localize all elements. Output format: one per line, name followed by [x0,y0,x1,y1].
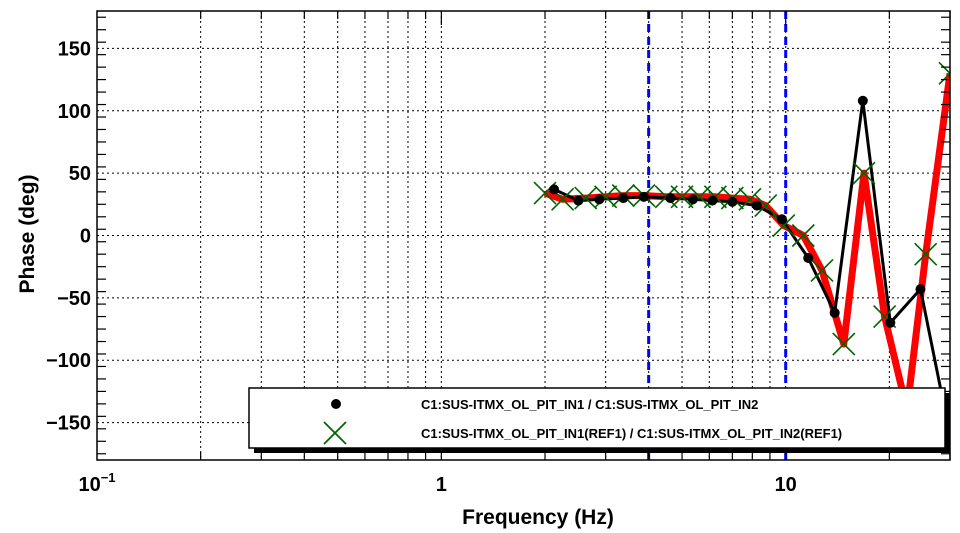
data-point [727,196,738,207]
ref-x-stroke [938,72,950,85]
tick-labels: 150 100 50 0 −50 −100 −150 10−1 1 10 [46,38,797,496]
frequency-markers [647,11,788,460]
ref-x-stroke [791,223,815,248]
y-tick-label: −100 [46,350,91,372]
ref-x-marker [938,61,950,85]
data-point [665,193,676,204]
ref-x-marker [772,213,796,238]
series [533,61,950,441]
y-tick-label: −150 [46,413,91,435]
ref-x-marker [791,223,815,248]
plot-border [96,10,951,461]
data-point [915,284,926,295]
data-point [594,194,605,205]
plot-frame [96,10,951,461]
y-tick-label: −50 [57,288,91,310]
x-tick-label: 10−1 [78,470,115,496]
data-point [573,195,584,206]
data-point [829,307,840,318]
legend-dot-marker [331,399,341,409]
data-point [803,252,814,263]
x-tick-label: 1 [436,474,447,496]
ref-x-marker [754,194,778,218]
series-ref-line [543,72,950,414]
data-point [751,200,762,211]
y-tick-label: 150 [58,38,91,60]
data-point [638,191,649,202]
legend: C1:SUS-ITMX_OL_PIT_IN1 / C1:SUS-ITMX_OL_… [248,387,950,453]
ref-x-stroke [754,194,778,218]
data-point [776,214,787,225]
ref-x-marker [832,332,856,356]
legend-box [248,387,946,449]
ref-x-stroke [551,187,575,211]
x-tick-label: 10 [775,474,797,496]
data-point [687,194,698,205]
ref-x-marker [670,185,694,209]
ref-x-marker [810,258,834,282]
ref-x-marker [852,161,876,185]
data-point [857,95,868,106]
y-axis-title: Phase (deg) [16,174,39,293]
ref-x-stroke [810,258,834,282]
y-tick-label: 100 [58,101,91,123]
ref-x-stroke [832,332,856,356]
ref-x-stroke [938,61,950,75]
x-axis-title: Frequency (Hz) [462,506,614,529]
legend-entry-1: C1:SUS-ITMX_OL_PIT_IN1 / C1:SUS-ITMX_OL_… [421,397,758,412]
x-tick-exponent: −1 [101,470,116,485]
ref-x-stroke [852,161,876,185]
legend-entry-2: C1:SUS-ITMX_OL_PIT_IN1(REF1) / C1:SUS-IT… [421,426,842,441]
ref-x-stroke [772,213,796,238]
data-point [549,184,560,195]
y-tick-label: 0 [80,226,91,248]
ref-x-stroke [738,187,762,211]
data-point [885,317,896,328]
y-tick-label: 50 [69,163,91,185]
ref-x-marker [914,242,938,266]
ref-x-stroke [873,305,897,329]
data-point [707,195,718,206]
data-point [618,193,629,204]
ref-x-stroke [914,242,938,266]
ref-x-stroke [670,185,694,209]
legend-x-marker [323,421,347,445]
